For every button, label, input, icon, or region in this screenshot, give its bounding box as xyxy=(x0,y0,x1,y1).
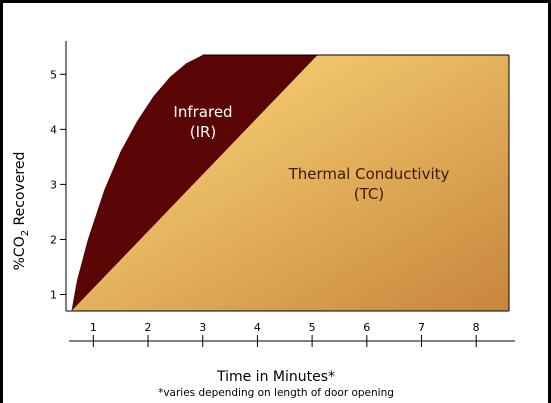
x-tick-label: 1 xyxy=(90,321,97,334)
y-tick-label: 2 xyxy=(50,233,57,246)
ir-region xyxy=(71,55,318,311)
x-axis-title: Time in Minutes* xyxy=(216,369,335,385)
ir-region-label: Infrared xyxy=(173,103,232,121)
tc-region-label: Thermal Conductivity xyxy=(288,165,450,183)
x-tick-label: 2 xyxy=(145,321,152,334)
x-tick-label: 8 xyxy=(473,321,480,334)
x-tick-label: 6 xyxy=(363,321,370,334)
y-tick-label: 3 xyxy=(50,178,57,191)
y-axis-title-suffix: Recovered xyxy=(12,152,28,230)
y-axis-title-subscript: 2 xyxy=(20,230,31,236)
ir-region-label-abbrev: (IR) xyxy=(190,123,217,141)
tc-region xyxy=(71,55,509,311)
x-tick-label: 7 xyxy=(418,321,425,334)
y-tick-label: 4 xyxy=(50,123,57,136)
x-tick-label: 4 xyxy=(254,321,261,334)
x-tick-label: 3 xyxy=(199,321,206,334)
tc-region-label-abbrev: (TC) xyxy=(354,185,384,203)
x-tick-label: 5 xyxy=(309,321,316,334)
y-tick-label: 5 xyxy=(50,68,57,81)
chart-frame: 1 2 3 4 5 1 2 3 4 5 6 7 8 Infrared (IR) Thermal Cond… xyxy=(3,3,548,403)
chart: 1 2 3 4 5 1 2 3 4 5 6 7 8 Infrared (IR) Thermal Cond… xyxy=(12,41,515,399)
y-axis-title-prefix: %CO xyxy=(12,236,28,270)
y-tick-label: 1 xyxy=(50,288,57,301)
footnote: *varies depending on length of door open… xyxy=(158,387,394,399)
y-axis-title: %CO2 Recovered xyxy=(12,152,31,271)
